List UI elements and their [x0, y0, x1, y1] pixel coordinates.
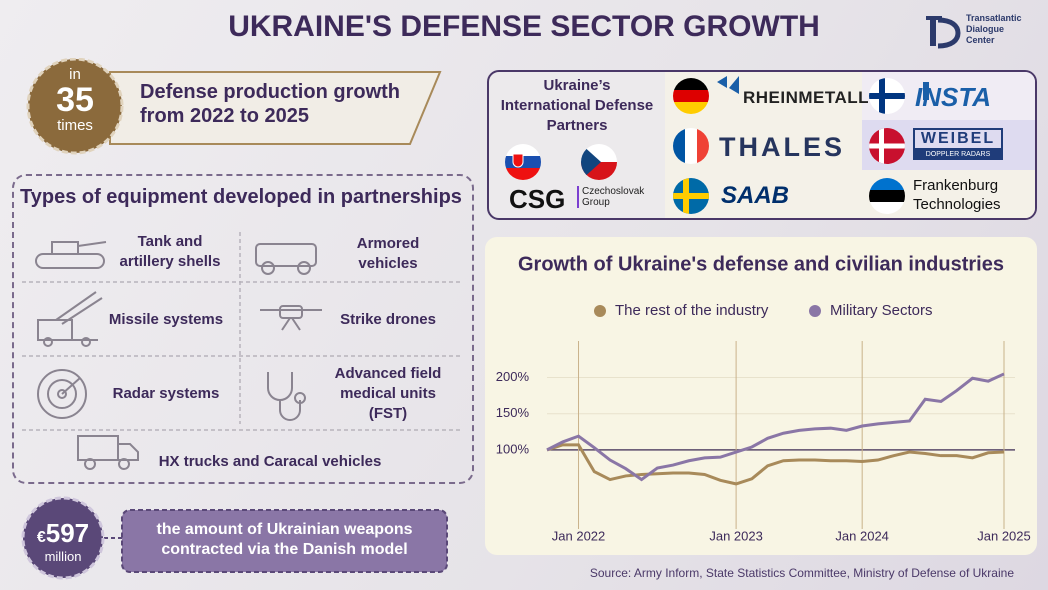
equipment-item: Armored vehicles: [330, 234, 446, 274]
logo-line: Transatlantic: [966, 13, 1022, 23]
contract-amount: 597: [45, 518, 90, 548]
badge-suffix: times: [57, 117, 93, 134]
logo-mark: [926, 16, 961, 49]
equipment-item: Missile systems: [104, 310, 228, 330]
equipment-item: Tank and artillery shells: [112, 232, 228, 272]
y-tick-label: 100%: [496, 441, 530, 456]
partners-title: Ukraine’s International Defense Partners: [489, 76, 665, 136]
contract-currency: €: [36, 529, 46, 546]
item-line: Missile systems: [108, 311, 224, 328]
title: UKRAINE'S DEFENSE SECTOR GROWTH: [228, 10, 820, 43]
contract-badge: €597 million: [23, 518, 103, 564]
legend-swatch: [809, 305, 821, 317]
partners-title-line: Partners: [546, 117, 608, 134]
contract-text: the amount of Ukrainian weapons contract…: [122, 520, 447, 560]
source: Source: Army Inform, State Statistics Co…: [589, 566, 1014, 580]
badge-shapes: [26, 58, 442, 155]
contract-shapes: [21, 496, 448, 580]
growth-text: Defense production growth from 2022 to 2…: [140, 80, 400, 128]
equipment-icons: [22, 232, 460, 470]
csg-full: Czechoslovak Group: [577, 186, 644, 208]
equipment-item: Strike drones: [330, 310, 446, 330]
x-tick-label: Jan 2025: [977, 528, 1031, 543]
series-line: [546, 443, 1005, 486]
item-line: HX trucks and Caracal vehicles: [158, 453, 382, 470]
badge: in 35 times: [25, 66, 125, 134]
company-logo: INSTA: [915, 82, 992, 112]
growth-line: from 2022 to 2025: [140, 105, 309, 127]
company-logo: WEIBEL: [913, 128, 1003, 150]
badge-prefix: in: [69, 66, 81, 83]
chart: Growth of Ukraine's defense and civilian…: [496, 253, 1031, 543]
company-line: Technologies: [913, 196, 1001, 213]
company-logo: THALES: [719, 132, 845, 162]
item-line: vehicles: [358, 255, 418, 272]
item-line: Tank and: [137, 233, 203, 250]
item-line: (FST): [368, 405, 408, 422]
y-tick-label: 200%: [496, 369, 530, 384]
series-line: [546, 372, 1005, 482]
equipment-item: HX trucks and Caracal vehicles: [140, 452, 400, 472]
chart-title: Growth of Ukraine's defense and civilian…: [518, 253, 1004, 275]
equipment-box: [12, 174, 474, 484]
x-tick-label: Jan 2023: [709, 528, 763, 543]
contract-unit: million: [44, 549, 82, 564]
contract-line: the amount of Ukrainian weapons: [156, 521, 413, 538]
logo-text: Transatlantic Dialogue Center: [966, 13, 1022, 46]
item-line: Advanced field: [334, 365, 442, 382]
company-sub: DOPPLER RADARS: [913, 150, 1003, 160]
partners-title-line: International Defense: [500, 97, 654, 114]
x-tick-label: Jan 2024: [835, 528, 889, 543]
contract-line: contracted via the Danish model: [161, 541, 408, 558]
company-line: Frankenburg: [913, 177, 999, 194]
partners-box: Ukraine’s International Defense Partners…: [487, 70, 1037, 220]
logo-line: Dialogue: [966, 24, 1005, 34]
chart-panel: [485, 237, 1037, 555]
flags: [505, 76, 929, 214]
item-line: Armored: [356, 235, 420, 252]
item-line: artillery shells: [119, 253, 221, 270]
legend-label: The rest of the industry: [615, 302, 769, 319]
item-line: Radar systems: [112, 385, 220, 402]
equipment-item: Advanced field medical units (FST): [320, 364, 456, 424]
csg-logo: CSG: [509, 184, 566, 214]
item-line: medical units: [340, 385, 436, 402]
legend-swatch: [594, 305, 606, 317]
logo-line: Center: [966, 35, 995, 45]
item-line: Strike drones: [340, 311, 436, 328]
badge-number: 35: [56, 81, 94, 119]
csg-line: Czechoslovak: [582, 186, 645, 197]
growth-line: Defense production growth: [140, 81, 400, 103]
company-logo: SAAB: [721, 182, 790, 209]
company-logo: RHEINMETALL: [743, 88, 870, 107]
x-tick-label: Jan 2022: [552, 528, 606, 543]
equipment-title: Types of equipment developed in partners…: [20, 186, 462, 208]
equipment-item: Radar systems: [104, 384, 228, 404]
legend-label: Military Sectors: [830, 302, 933, 319]
company-logo: Frankenburg Technologies: [913, 176, 1001, 214]
csg-line: Group: [582, 197, 610, 208]
y-tick-label: 150%: [496, 405, 530, 420]
partners-title-line: Ukraine’s: [543, 77, 611, 94]
